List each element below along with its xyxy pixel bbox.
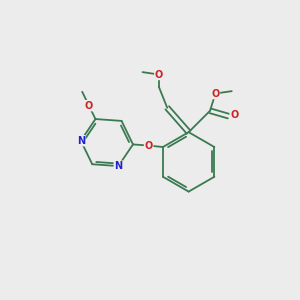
Text: N: N (77, 136, 85, 146)
Text: O: O (211, 88, 220, 98)
Text: O: O (85, 101, 93, 111)
Text: O: O (145, 140, 153, 151)
Text: O: O (230, 110, 238, 120)
Text: N: N (114, 161, 122, 171)
Text: O: O (155, 70, 163, 80)
